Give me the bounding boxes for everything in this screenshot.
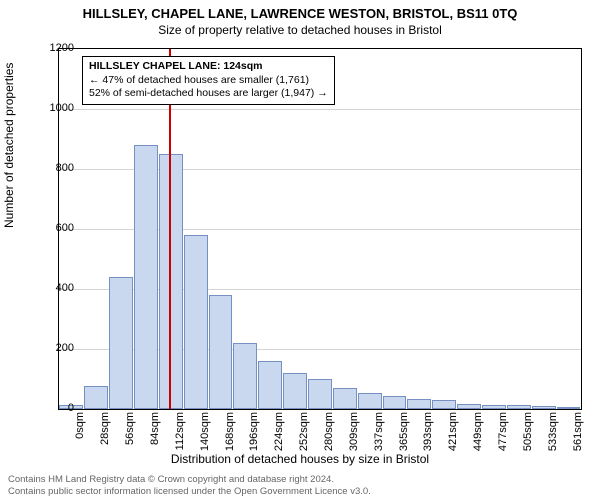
y-axis-label: Number of detached properties (2, 63, 16, 228)
histogram-bar (383, 396, 407, 410)
chart-title: HILLSLEY, CHAPEL LANE, LAWRENCE WESTON, … (0, 0, 600, 21)
histogram-bar (532, 406, 556, 409)
x-tick-label: 421sqm (447, 412, 459, 451)
annotation-box: HILLSLEY CHAPEL LANE: 124sqm← 47% of det… (82, 56, 335, 105)
histogram-bar (283, 373, 307, 409)
histogram-bar (407, 399, 431, 410)
histogram-bar (308, 379, 332, 409)
y-tick-label: 1200 (50, 42, 74, 54)
x-tick-label: 168sqm (224, 412, 236, 451)
chart-subtitle: Size of property relative to detached ho… (0, 21, 600, 39)
x-tick-label: 449sqm (472, 412, 484, 451)
y-tick-label: 800 (56, 162, 74, 174)
y-tick-label: 1000 (50, 102, 74, 114)
x-tick-label: 337sqm (373, 412, 385, 451)
x-tick-label: 196sqm (248, 412, 260, 451)
histogram-bar (84, 386, 108, 409)
x-tick-label: 84sqm (149, 412, 161, 445)
histogram-bar (457, 404, 481, 409)
x-axis-label: Distribution of detached houses by size … (0, 452, 600, 466)
x-tick-label: 28sqm (99, 412, 111, 445)
histogram-bar (358, 393, 382, 410)
x-tick-label: 365sqm (398, 412, 410, 451)
x-tick-label: 0sqm (74, 412, 86, 439)
histogram-bar (258, 361, 282, 409)
x-tick-label: 477sqm (497, 412, 509, 451)
footer-line-2: Contains public sector information licen… (8, 486, 371, 498)
histogram-bar (482, 405, 506, 409)
x-tick-label: 224sqm (273, 412, 285, 451)
y-tick-label: 400 (56, 282, 74, 294)
x-tick-label: 505sqm (522, 412, 534, 451)
x-tick-label: 56sqm (124, 412, 136, 445)
x-tick-label: 393sqm (422, 412, 434, 451)
x-tick-label: 533sqm (547, 412, 559, 451)
histogram-bar (432, 400, 456, 409)
x-tick-label: 561sqm (572, 412, 584, 451)
x-tick-label: 280sqm (323, 412, 335, 451)
histogram-bar (109, 277, 133, 409)
histogram-bar (184, 235, 208, 409)
histogram-bar (557, 407, 581, 409)
annotation-title: HILLSLEY CHAPEL LANE: 124sqm (89, 60, 328, 74)
histogram-bar (507, 405, 531, 409)
footer-line-1: Contains HM Land Registry data © Crown c… (8, 474, 371, 486)
footer-attribution: Contains HM Land Registry data © Crown c… (8, 474, 371, 498)
histogram-bar (333, 388, 357, 409)
histogram-bar (134, 145, 158, 409)
x-tick-label: 252sqm (298, 412, 310, 451)
annotation-line-2: 52% of semi-detached houses are larger (… (89, 87, 328, 101)
x-tick-label: 309sqm (348, 412, 360, 451)
histogram-bar (209, 295, 233, 409)
gridline (59, 109, 581, 110)
x-tick-label: 112sqm (174, 412, 186, 450)
y-tick-label: 200 (56, 342, 74, 354)
y-tick-label: 600 (56, 222, 74, 234)
annotation-line-1: ← 47% of detached houses are smaller (1,… (89, 74, 328, 88)
x-tick-label: 140sqm (199, 412, 211, 451)
histogram-bar (233, 343, 257, 409)
